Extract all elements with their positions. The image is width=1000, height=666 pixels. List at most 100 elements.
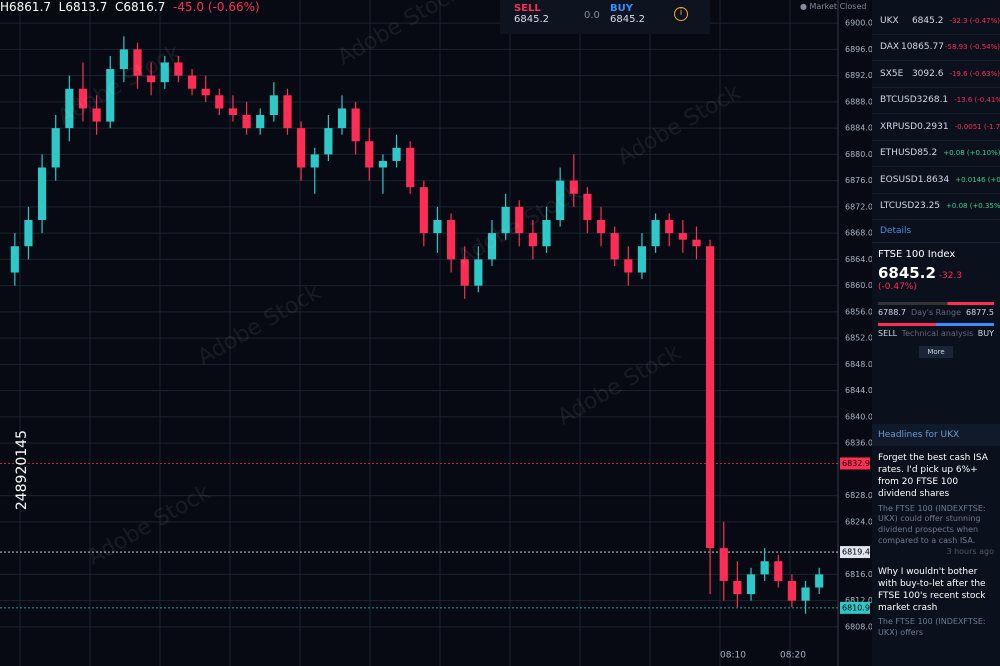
price: 3092.6 xyxy=(911,68,944,79)
range-high: 6877.5 xyxy=(966,308,994,317)
watch-row[interactable]: ETHUSD 85.2 +0.08 (+0.10%) xyxy=(872,141,1000,167)
range-low: 6788.7 xyxy=(878,308,906,317)
watch-row[interactable]: LTCUSD 23.25 +0.08 (+0.35%) xyxy=(872,194,1000,220)
change: +0.0146 (+0.79%) xyxy=(955,175,1000,184)
instrument-name: FTSE 100 Index xyxy=(878,249,956,260)
candle-body xyxy=(801,587,810,601)
change: -32.3 (-0.47%) xyxy=(949,16,1000,25)
candle-body xyxy=(51,128,60,168)
sell-button[interactable]: SELL 6845.2 xyxy=(514,3,549,25)
watermark: Adobe Stock xyxy=(334,0,466,70)
sentiment-bar xyxy=(878,323,994,326)
buy-button[interactable]: BUY 6845.2 xyxy=(610,3,645,25)
watch-row[interactable]: UKX 6845.2 -32.3 (-0.47%) xyxy=(872,8,1000,35)
price: 0.2931 xyxy=(917,121,949,132)
candle-body xyxy=(201,88,210,96)
chart: 6900.0 6896.0 6892.0 6888.0 6884.0 6880.0 6876… xyxy=(0,0,872,666)
watch-row[interactable]: BTCUSD 3268.1 -13.6 (-0.41%) xyxy=(872,88,1000,114)
candle-body xyxy=(337,108,347,129)
change: -19.6 (-0.63%) xyxy=(949,69,1000,78)
y-tick-label: 6848.0 xyxy=(845,360,872,369)
sell-label: SELL xyxy=(514,3,541,14)
analysis[interactable]: Technical analysis xyxy=(901,329,974,338)
candle-body xyxy=(310,154,319,168)
summary: The FTSE 100 (INDEXFTSE: UKX) offers xyxy=(878,617,986,637)
status: Market Closed xyxy=(809,2,867,11)
y-tick-label: 6856.0 xyxy=(845,307,872,316)
y-tick-label: 6824.0 xyxy=(845,517,872,526)
candle-body xyxy=(624,259,633,273)
news-item[interactable]: Forget the best cash ISA rates. I'd pick… xyxy=(878,452,994,558)
candle-body xyxy=(133,49,142,76)
watermark-id: 248920145 xyxy=(14,430,30,511)
candle-body xyxy=(78,88,88,109)
spread: 0.0 xyxy=(584,10,600,21)
news-title: Headlines for UKX xyxy=(872,424,1000,446)
summary: The FTSE 100 (INDEXFTSE: UKX) could offe… xyxy=(878,503,986,545)
details-tab[interactable]: Details xyxy=(872,220,1000,243)
sell-price: 6845.2 xyxy=(514,14,549,25)
candle-body xyxy=(596,220,606,234)
y-tick-label: 6864.0 xyxy=(845,255,872,264)
price-tag-label: 6819.4 xyxy=(842,548,870,557)
market-status: ● Market Closed xyxy=(800,2,867,11)
symbol: ETHUSD xyxy=(880,148,918,159)
candle-body xyxy=(187,75,197,89)
news-item[interactable]: Why I wouldn't bother with buy-to-let af… xyxy=(878,566,994,639)
close: C6816.7 xyxy=(114,0,166,14)
candle-body xyxy=(719,548,728,581)
x-tick-label: 08:10 xyxy=(720,651,746,661)
candle-body xyxy=(106,69,115,122)
candle-body xyxy=(228,108,238,115)
change: -58.93 (-0.54%) xyxy=(944,43,1000,52)
price-tag-label: 6832.9 xyxy=(842,459,870,468)
candle-body xyxy=(487,233,497,260)
watermark: Adobe Stock xyxy=(614,80,746,171)
candle-body xyxy=(501,206,510,234)
candle-body xyxy=(528,233,537,247)
change: -0.0051 (-1.72%) xyxy=(954,122,1000,131)
buy-price: 6845.2 xyxy=(610,14,645,25)
watchlist: UKX 6845.2 -32.3 (-0.47%) DAX 10865.77 -58.93… xyxy=(872,8,1000,220)
candle-body xyxy=(651,220,660,247)
news: Forget the best cash ISA rates. I'd pick… xyxy=(872,446,1000,653)
candle-body xyxy=(515,206,524,234)
info-icon[interactable]: i xyxy=(674,7,688,21)
symbol: LTCUSD xyxy=(880,201,915,212)
sidebar: UKX 6845.2 -32.3 (-0.47%) DAX 10865.77 -58.93… xyxy=(872,0,1000,666)
candle-body xyxy=(37,167,47,220)
candle-body xyxy=(637,246,647,273)
candle-body xyxy=(24,220,33,247)
y-tick-label: 6900.0 xyxy=(845,19,872,28)
watermark: Adobe Stock xyxy=(194,280,326,371)
candle-body xyxy=(556,180,565,220)
price-tag xyxy=(840,457,870,470)
y-tick-label: 6808.0 xyxy=(845,622,872,631)
candle-body xyxy=(583,193,592,220)
buy-tab[interactable]: BUY xyxy=(977,329,994,338)
symbol: UKX xyxy=(880,15,899,26)
more-button[interactable]: More xyxy=(919,346,953,358)
y-tick-label: 6836.0 xyxy=(845,439,872,448)
candle-body xyxy=(378,160,388,168)
price: 10865.77 xyxy=(900,42,944,53)
candle-body xyxy=(119,49,128,70)
watch-row[interactable]: DAX 10865.77 -58.93 (-0.54%) xyxy=(872,35,1000,61)
candle-body xyxy=(256,115,265,129)
candle-body xyxy=(419,187,428,234)
price-tag xyxy=(840,546,870,559)
candle-body xyxy=(774,561,783,581)
y-tick-label: 6812.0 xyxy=(845,596,872,605)
watch-row[interactable]: SX5E 3092.6 -19.6 (-0.63%) xyxy=(872,61,1000,88)
candle-body xyxy=(242,115,251,129)
details: FTSE 100 Index 6845.2 -32.3 (-0.47%) 678… xyxy=(872,243,1000,364)
y-tick-label: 6844.0 xyxy=(845,386,872,395)
price: 3268.1 xyxy=(916,95,949,106)
time: 3 hours ago xyxy=(946,546,994,556)
sell-tab[interactable]: SELL xyxy=(878,329,898,338)
symbol: BTCUSD xyxy=(880,95,917,106)
candle-body xyxy=(446,220,456,260)
candle-body xyxy=(542,220,551,247)
